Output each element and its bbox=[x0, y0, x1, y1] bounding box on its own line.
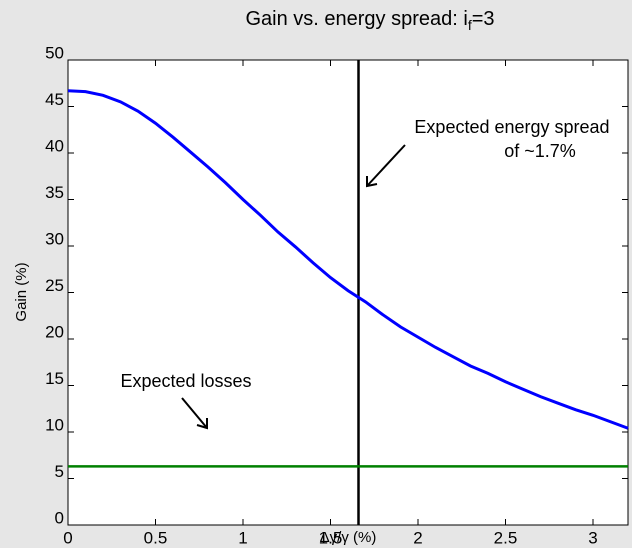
y-tick-label: 20 bbox=[45, 322, 64, 341]
line bbox=[67, 89, 629, 430]
x-tick-label: 1 bbox=[238, 528, 247, 547]
arrow bbox=[366, 144, 406, 187]
y-tick-label: 10 bbox=[45, 415, 64, 434]
x-tick-label: 0 bbox=[63, 528, 72, 547]
arrow bbox=[181, 397, 208, 429]
arrows bbox=[181, 144, 406, 430]
x-tick-label: 2 bbox=[413, 528, 422, 547]
y-tick-label: 0 bbox=[55, 508, 64, 527]
plot-area bbox=[67, 59, 629, 526]
annotation: Expected losses bbox=[120, 371, 251, 391]
y-tick-label: 45 bbox=[45, 90, 64, 109]
x-tick-label: 2.5 bbox=[494, 528, 518, 547]
y-tick-label: 35 bbox=[45, 183, 64, 202]
x-axis-label: Δγ/γ (%) bbox=[320, 529, 377, 546]
title-end: =3 bbox=[472, 8, 495, 30]
x-tick-label: 1.5 bbox=[319, 528, 343, 547]
title-subscript: f bbox=[468, 17, 472, 33]
annotation: of ~1.7% bbox=[504, 141, 576, 161]
y-tick-label: 5 bbox=[55, 462, 64, 481]
title-main: Gain vs. energy spread: i bbox=[245, 8, 467, 30]
x-tick-label: 0.5 bbox=[144, 528, 168, 547]
y-tick-label: 50 bbox=[45, 43, 64, 62]
y-tick-label: 15 bbox=[45, 369, 64, 388]
arrowhead bbox=[366, 176, 378, 188]
chart-title: Gain vs. energy spread: if=3 bbox=[245, 8, 494, 32]
y-tick-label: 40 bbox=[45, 136, 64, 155]
arrowhead bbox=[196, 418, 208, 430]
y-tick-label: 30 bbox=[45, 229, 64, 248]
y-axis-label: Gain (%) bbox=[13, 262, 30, 321]
x-tick-label: 3 bbox=[588, 528, 597, 547]
y-tick-label: 25 bbox=[45, 276, 64, 295]
annotation: Expected energy spread bbox=[414, 117, 609, 137]
